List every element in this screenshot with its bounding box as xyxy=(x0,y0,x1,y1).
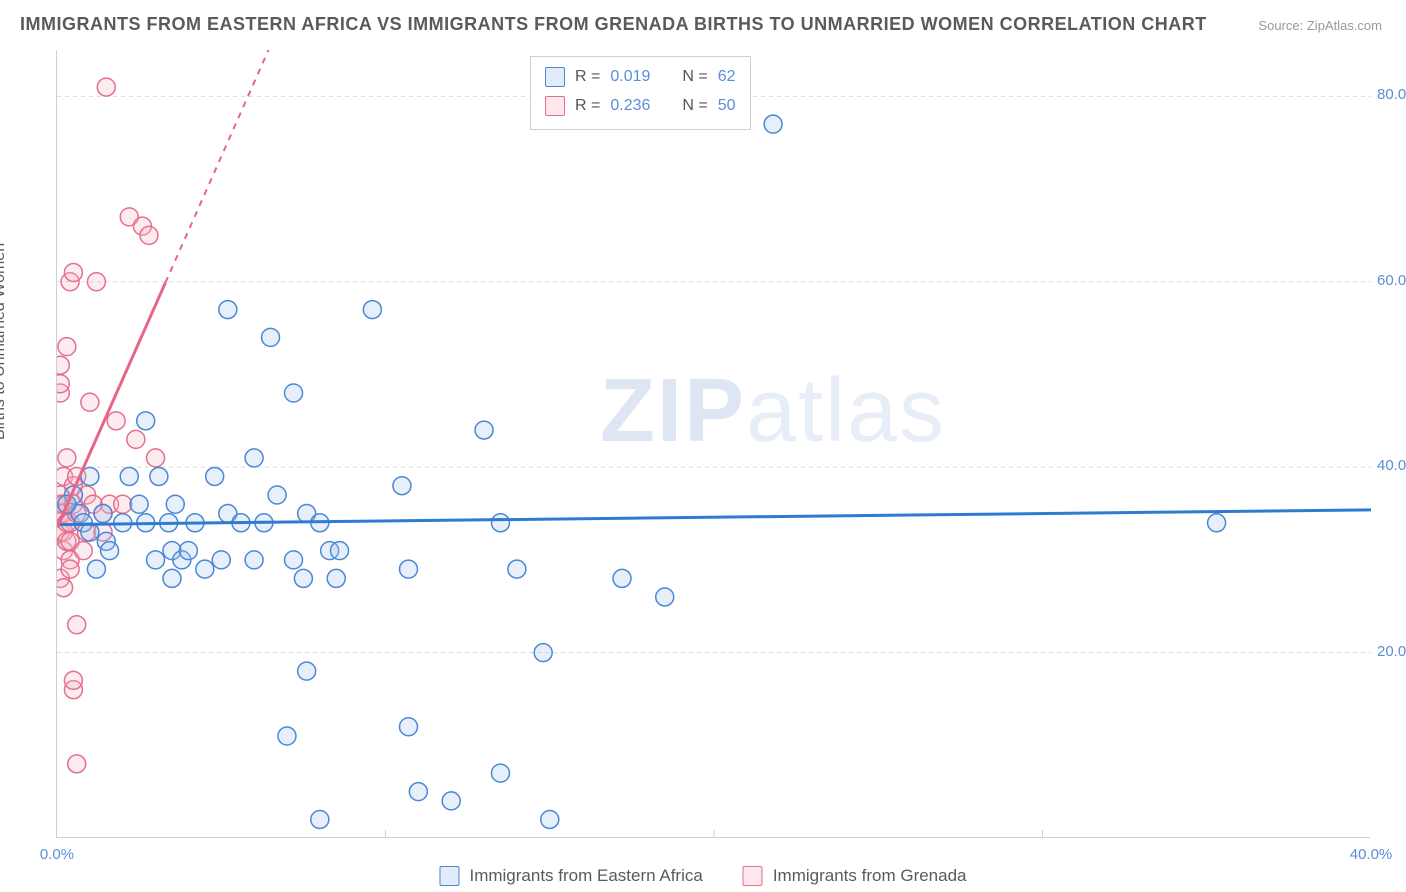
y-axis-label: Births to Unmarried Women xyxy=(0,243,9,440)
series-swatch xyxy=(545,67,565,87)
legend-swatch xyxy=(439,866,459,886)
legend-item: Immigrants from Eastern Africa xyxy=(439,866,702,886)
series-swatch xyxy=(545,96,565,116)
n-label: N = xyxy=(682,92,707,121)
legend-swatch xyxy=(743,866,763,886)
r-label: R = xyxy=(575,92,600,121)
stats-row: R = 0.236 N = 50 xyxy=(545,92,736,121)
y-tick-label: 80.0% xyxy=(1377,86,1406,103)
chart-title: IMMIGRANTS FROM EASTERN AFRICA VS IMMIGR… xyxy=(20,14,1207,35)
y-tick-label: 40.0% xyxy=(1377,457,1406,474)
scatter-svg xyxy=(57,50,1371,838)
r-value: 0.236 xyxy=(610,92,650,121)
r-label: R = xyxy=(575,63,600,92)
source-link[interactable]: ZipAtlas.com xyxy=(1307,18,1382,33)
source-credit: Source: ZipAtlas.com xyxy=(1258,18,1382,33)
y-tick-label: 20.0% xyxy=(1377,643,1406,660)
n-value: 50 xyxy=(718,92,736,121)
stats-row: R = 0.019 N = 62 xyxy=(545,63,736,92)
bottom-legend: Immigrants from Eastern Africa Immigrants… xyxy=(439,866,966,886)
stats-legend-box: R = 0.019 N = 62 R = 0.236 N = 50 xyxy=(530,56,751,130)
legend-label: Immigrants from Eastern Africa xyxy=(469,866,702,886)
x-tick-label: 40.0% xyxy=(1350,846,1393,863)
n-label: N = xyxy=(682,63,707,92)
legend-item: Immigrants from Grenada xyxy=(743,866,967,886)
r-value: 0.019 xyxy=(610,63,650,92)
x-tick-label: 0.0% xyxy=(40,846,74,863)
source-label: Source: xyxy=(1258,18,1303,33)
n-value: 62 xyxy=(718,63,736,92)
y-tick-label: 60.0% xyxy=(1377,272,1406,289)
legend-label: Immigrants from Grenada xyxy=(773,866,967,886)
plot-area: 20.0%40.0%60.0%80.0%0.0%40.0% xyxy=(56,50,1370,838)
